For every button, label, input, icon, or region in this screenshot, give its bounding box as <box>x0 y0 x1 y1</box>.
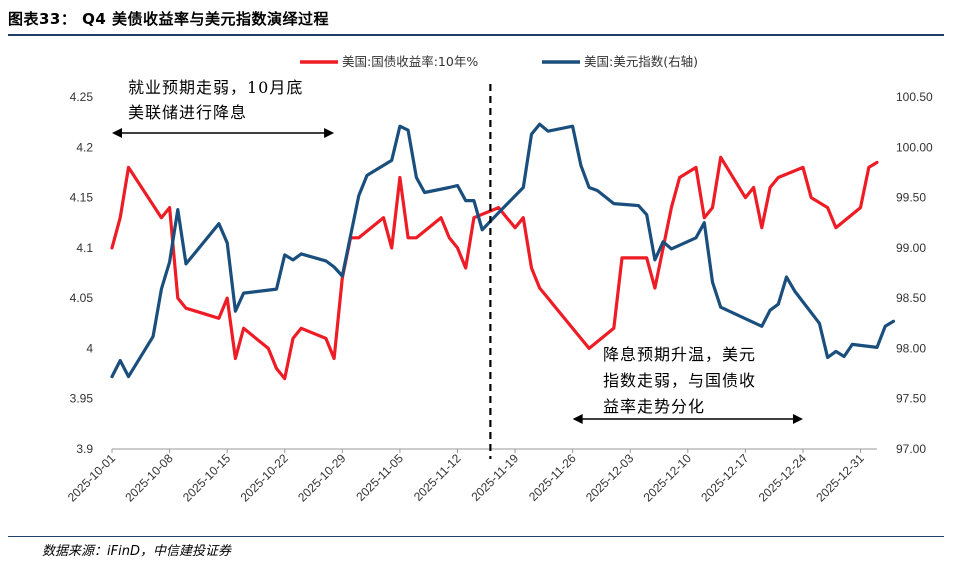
right-tick-label: 99.50 <box>896 191 926 205</box>
x-tick-label: 2025-10-08 <box>122 451 176 505</box>
left-tick-label: 4.1 <box>76 241 93 255</box>
left-tick-label: 3.95 <box>70 392 94 406</box>
x-tick-label: 2025-11-05 <box>353 451 406 504</box>
right-tick-label: 98.50 <box>896 291 926 305</box>
right-tick-label: 98.00 <box>896 341 926 355</box>
x-tick-label: 2025-10-29 <box>295 451 349 505</box>
right-tick-label: 97.00 <box>896 442 926 456</box>
dollar-index-line <box>110 122 896 379</box>
left-tick-label: 4.15 <box>70 191 94 205</box>
x-tick-label: 2025-12-03 <box>583 451 637 505</box>
chart-series <box>110 122 896 381</box>
left-tick-label: 4.25 <box>70 90 94 104</box>
right-tick-label: 100.50 <box>896 90 933 104</box>
x-tick-label: 2025-12-10 <box>641 451 695 505</box>
legend-dxy-label: 美国:美元指数(右轴) <box>584 54 698 69</box>
annotation-2-line-2: 指数走弱，与国债收 <box>603 371 756 390</box>
right-tick-label: 100.00 <box>896 140 933 154</box>
x-tick-label: 2025-10-22 <box>238 451 292 505</box>
x-tick-label: 2025-12-24 <box>756 451 810 505</box>
x-tick-label: 2025-10-01 <box>65 451 119 505</box>
annotation-1-arrow <box>112 128 335 138</box>
annotation-1-line-2: 美联储进行降息 <box>128 103 247 122</box>
x-tick-label: 2025-12-17 <box>698 451 752 505</box>
x-tick-label: 2025-11-19 <box>469 451 522 504</box>
left-tick-label: 4 <box>86 341 93 355</box>
page-title: 图表33： Q4 美债收益率与美元指数演绎过程 <box>8 10 330 28</box>
x-tick-label: 2025-10-15 <box>180 451 234 505</box>
left-tick-label: 4.05 <box>70 291 94 305</box>
chart-legend: 美国:国债收益率:10年% 美国:美元指数(右轴) <box>300 54 698 69</box>
x-tick-label: 2025-12-31 <box>813 451 867 505</box>
legend-yield-label: 美国:国债收益率:10年% <box>342 54 478 69</box>
left-axis-ticks: 3.9 3.95 4 4.05 4.1 4.15 4.2 4.25 <box>70 90 94 456</box>
left-tick-label: 4.2 <box>76 140 93 154</box>
left-tick-label: 3.9 <box>76 442 93 456</box>
annotation-2-arrow <box>572 414 803 424</box>
annotation-2-line-3: 益率走势分化 <box>603 397 705 416</box>
source-note: 数据来源：iFinD，中信建投证券 <box>42 544 231 559</box>
footer-divider <box>8 536 944 537</box>
annotation-2-line-1: 降息预期升温，美元 <box>603 345 756 364</box>
x-axis-ticks: 2025-10-01 2025-10-08 2025-10-15 2025-10-22… <box>65 449 867 505</box>
annotation-1-line-1: 就业预期走弱，10月底 <box>128 78 303 97</box>
title-divider <box>8 34 944 36</box>
x-tick-label: 2025-11-26 <box>526 451 579 504</box>
x-tick-label: 2025-11-12 <box>411 451 464 504</box>
treasury-yield-line <box>110 155 879 381</box>
right-axis-ticks: 97.00 97.50 98.00 98.50 99.00 99.50 100.00 100.… <box>896 90 933 456</box>
chart-annotations: 就业预期走弱，10月底美联储进行降息降息预期升温，美元指数走弱，与国债收益率走势… <box>112 78 803 424</box>
right-tick-label: 97.50 <box>896 392 926 406</box>
right-tick-label: 99.00 <box>896 241 926 255</box>
